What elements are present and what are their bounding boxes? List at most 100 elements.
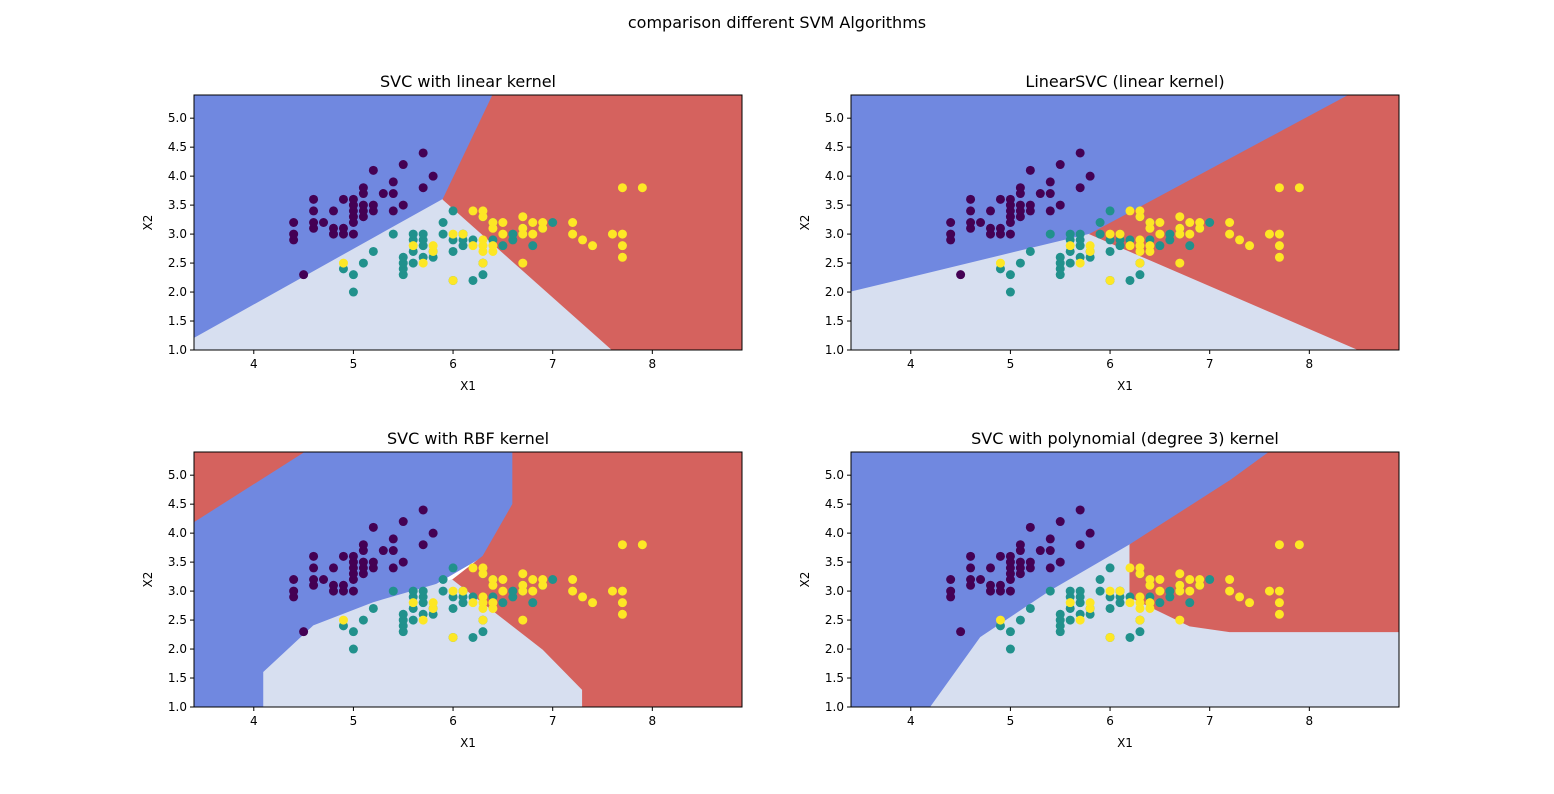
data-point — [438, 575, 448, 584]
data-point — [966, 575, 976, 584]
data-point — [1025, 557, 1035, 567]
data-point — [488, 218, 498, 227]
data-point — [1105, 246, 1115, 256]
data-point — [1045, 563, 1055, 573]
data-point — [1085, 598, 1095, 608]
data-point — [309, 194, 319, 204]
data-point — [1145, 575, 1155, 584]
data-point — [1155, 598, 1165, 608]
data-point — [966, 194, 976, 204]
data-point — [1125, 241, 1135, 251]
y-tick-label: 4.0 — [168, 526, 187, 540]
data-point — [488, 598, 498, 608]
x-tick-label: 7 — [1206, 714, 1214, 728]
data-point — [528, 241, 538, 251]
data-point — [1005, 270, 1015, 280]
data-point — [498, 575, 508, 584]
data-point — [538, 218, 548, 227]
data-point — [528, 586, 538, 596]
data-point — [478, 258, 488, 268]
y-tick-label: 2.5 — [825, 256, 844, 270]
data-point — [1035, 546, 1045, 556]
data-point — [488, 575, 498, 584]
y-tick-label: 3.5 — [825, 555, 844, 569]
data-point — [1015, 540, 1025, 550]
x-tick-label: 4 — [907, 714, 915, 728]
scatter-points — [289, 505, 647, 654]
data-point — [1105, 632, 1115, 642]
data-point — [458, 229, 468, 239]
figure-suptitle: comparison different SVM Algorithms — [627, 13, 927, 32]
data-point — [478, 627, 488, 637]
data-point — [1045, 177, 1055, 187]
data-point — [1075, 615, 1085, 625]
data-point — [1274, 183, 1284, 193]
x-tick-label: 8 — [649, 357, 657, 371]
data-point — [1075, 540, 1085, 550]
x-tick-label: 5 — [350, 357, 358, 371]
data-point — [418, 586, 428, 596]
y-tick-label: 3.0 — [825, 227, 844, 241]
data-point — [1065, 229, 1075, 239]
data-point — [478, 235, 488, 245]
data-point — [1294, 540, 1304, 550]
data-point — [637, 540, 647, 550]
data-point — [1225, 575, 1235, 584]
data-point — [368, 200, 378, 210]
data-point — [1005, 586, 1015, 596]
y-axis-label: X2 — [798, 572, 812, 588]
data-point — [398, 200, 408, 210]
y-axis-label: X2 — [141, 215, 155, 231]
data-point — [617, 586, 627, 596]
y-tick-label: 4.0 — [825, 526, 844, 540]
x-tick-label: 7 — [1206, 357, 1214, 371]
data-point — [1015, 258, 1025, 268]
data-point — [956, 627, 966, 637]
data-point — [946, 218, 956, 227]
data-point — [1075, 229, 1085, 239]
y-tick-label: 3.5 — [168, 198, 187, 212]
data-point — [309, 575, 319, 584]
data-point — [448, 246, 458, 256]
x-tick-label: 6 — [449, 357, 457, 371]
data-point — [388, 206, 398, 216]
data-point — [468, 632, 478, 642]
data-point — [338, 580, 348, 590]
data-point — [1005, 644, 1015, 654]
data-point — [1045, 586, 1055, 596]
data-point — [985, 206, 995, 216]
data-point — [418, 229, 428, 239]
data-point — [1125, 563, 1135, 573]
data-point — [468, 275, 478, 285]
data-point — [578, 592, 588, 602]
data-point — [448, 206, 458, 216]
data-point — [1195, 218, 1205, 227]
subplot-3: 4 5 6 7 8 1.0 1.5 2.0 2.5 3.0 3.5 4.0 4.5 5.0 SVC with… — [141, 429, 743, 750]
data-point — [1055, 160, 1065, 170]
data-point — [1135, 592, 1145, 602]
data-point — [1025, 246, 1035, 256]
data-point — [1055, 517, 1065, 527]
data-point — [448, 586, 458, 596]
region-class2 — [1088, 95, 1399, 350]
data-point — [1105, 206, 1115, 216]
y-tick-label: 4.5 — [168, 140, 187, 154]
data-point — [338, 551, 348, 561]
data-point — [1225, 229, 1235, 239]
data-point — [348, 551, 358, 561]
subplot-title: SVC with polynomial (degree 3) kernel — [971, 429, 1279, 448]
y-tick-label: 3.5 — [825, 198, 844, 212]
y-tick-label: 3.0 — [168, 584, 187, 598]
y-tick-label: 5.0 — [168, 468, 187, 482]
data-point — [309, 218, 319, 227]
x-tick-label: 4 — [250, 714, 258, 728]
data-point — [617, 540, 627, 550]
data-point — [1025, 165, 1035, 175]
data-point — [1045, 189, 1055, 199]
x-axis-label: X1 — [1117, 379, 1133, 393]
data-point — [1225, 586, 1235, 596]
data-point — [289, 575, 299, 584]
data-point — [438, 229, 448, 239]
data-point — [428, 528, 438, 538]
y-tick-label: 2.5 — [168, 256, 187, 270]
